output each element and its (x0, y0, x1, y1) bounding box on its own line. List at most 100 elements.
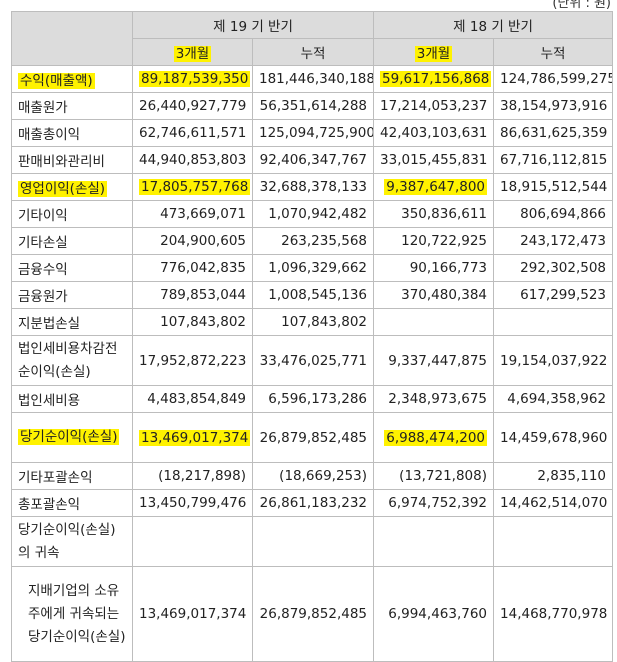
row-label: 금융원가 (11, 281, 133, 309)
row-label-revenue: 수익(매출액) (11, 65, 133, 93)
table-row: 지배기업의 소유주에게 귀속되는 당기순이익(손실) 13,469,017,37… (11, 566, 614, 662)
row-label-attribution: 당기순이익(손실)의 귀속 (11, 516, 133, 567)
header-period-18: 제 18 기 반기 (373, 11, 614, 39)
cell-value: 806,694,866 (493, 200, 614, 228)
cell-value: 181,446,340,188 (251, 65, 375, 93)
row-label: 총포괄손익 (11, 489, 133, 517)
cell-value: 292,302,508 (493, 254, 614, 282)
row-label-parent-owners: 지배기업의 소유주에게 귀속되는 당기순이익(손실) (11, 566, 133, 662)
row-label: 기타손실 (11, 227, 133, 255)
cell-value: 124,786,599,275 (493, 65, 614, 93)
cell-value: 67,716,112,815 (493, 146, 614, 174)
cell-value: 9,387,647,800 (373, 173, 495, 201)
cell-value: 350,836,611 (373, 200, 495, 228)
table-row: 기타포괄손익 (18,217,898) (18,669,253) (13,721… (11, 462, 614, 490)
cell-value (373, 308, 495, 336)
cell-value: 86,631,625,359 (493, 119, 614, 147)
header-19-3m-label: 3개월 (173, 46, 212, 62)
cell-value: 26,861,183,232 (251, 489, 375, 517)
cell-value: 9,337,447,875 (373, 335, 495, 386)
cell-value: 42,403,103,631 (373, 119, 495, 147)
table-row: 법인세비용차감전순이익(손실) 17,952,872,223 33,476,02… (11, 335, 614, 386)
cell-value: 26,879,852,485 (251, 412, 375, 463)
cell-value: 2,835,110 (493, 462, 614, 490)
header-18-cum: 누적 (493, 38, 614, 66)
cell-value: 107,843,802 (251, 308, 375, 336)
table-row: 지분법손실 107,843,802 107,843,802 (11, 308, 614, 336)
cell-value: 473,669,071 (132, 200, 253, 228)
cell-value: 13,469,017,374 (132, 566, 253, 662)
table-row: 판매비와관리비 44,940,853,803 92,406,347,767 33… (11, 146, 614, 174)
cell-value: 6,974,752,392 (373, 489, 495, 517)
table-row: 법인세비용 4,483,854,849 6,596,173,286 2,348,… (11, 385, 614, 413)
row-label-net-income: 당기순이익(손실) (11, 412, 133, 463)
cell-value: 26,440,927,779 (132, 92, 253, 120)
row-label: 기타이익 (11, 200, 133, 228)
cell-value: 59,617,156,868 (373, 65, 495, 93)
cell-value: 90,166,773 (373, 254, 495, 282)
cell-value: 33,476,025,771 (251, 335, 375, 386)
cell-value: 38,154,973,916 (493, 92, 614, 120)
cell-value: 6,596,173,286 (251, 385, 375, 413)
cell-value: 617,299,523 (493, 281, 614, 309)
cell-value: 13,450,799,476 (132, 489, 253, 517)
cell-value: 32,688,378,133 (251, 173, 375, 201)
header-19-3m: 3개월 (132, 38, 253, 66)
table-row: 매출원가 26,440,927,779 56,351,614,288 17,21… (11, 92, 614, 120)
header-19-cum: 누적 (251, 38, 375, 66)
cell-value: 263,235,568 (251, 227, 375, 255)
row-label-operating-income: 영업이익(손실) (11, 173, 133, 201)
cell-value: 107,843,802 (132, 308, 253, 336)
cell-value: 1,096,329,662 (251, 254, 375, 282)
table-row: 수익(매출액) 89,187,539,350 181,446,340,188 5… (11, 65, 614, 93)
cell-value: 17,805,757,768 (132, 173, 253, 201)
cell-value: 14,462,514,070 (493, 489, 614, 517)
header-18-3m-label: 3개월 (414, 46, 453, 62)
header-18-3m: 3개월 (373, 38, 495, 66)
row-label: 매출총이익 (11, 119, 133, 147)
table-row: 기타손실 204,900,605 263,235,568 120,722,925… (11, 227, 614, 255)
row-label: 매출원가 (11, 92, 133, 120)
table-row: 영업이익(손실) 17,805,757,768 32,688,378,133 9… (11, 173, 614, 201)
cell-value: 789,853,044 (132, 281, 253, 309)
cell-value: 17,214,053,237 (373, 92, 495, 120)
table-row: 매출총이익 62,746,611,571 125,094,725,900 42,… (11, 119, 614, 147)
cell-value: 370,480,384 (373, 281, 495, 309)
row-label: 판매비와관리비 (11, 146, 133, 174)
header-period-19: 제 19 기 반기 (131, 11, 375, 39)
cell-value: 33,015,455,831 (373, 146, 495, 174)
cell-value: 1,008,545,136 (251, 281, 375, 309)
cell-value: 92,406,347,767 (251, 146, 375, 174)
header-row-subcols: 3개월 누적 3개월 누적 (12, 38, 614, 66)
cell-value (251, 516, 375, 567)
cell-value: 6,994,463,760 (373, 566, 495, 662)
table-row: 당기순이익(손실) 13,469,017,374 26,879,852,485 … (11, 412, 614, 463)
table-row: 총포괄손익 13,450,799,476 26,861,183,232 6,97… (11, 489, 614, 517)
header-corner-cell (11, 11, 133, 66)
cell-value (493, 516, 614, 567)
cell-value: 13,469,017,374 (132, 412, 253, 463)
cell-value: 120,722,925 (373, 227, 495, 255)
cell-value: (13,721,808) (373, 462, 495, 490)
income-statement-table: 제 19 기 반기 제 18 기 반기 3개월 누적 3개월 누적 수익(매출액… (11, 11, 614, 662)
row-label: 지분법손실 (11, 308, 133, 336)
cell-value: 6,988,474,200 (373, 412, 495, 463)
table-row: 당기순이익(손실)의 귀속 (11, 516, 614, 567)
cell-value: 776,042,835 (132, 254, 253, 282)
cell-value: 4,694,358,962 (493, 385, 614, 413)
table-row: 기타이익 473,669,071 1,070,942,482 350,836,6… (11, 200, 614, 228)
cell-value: 4,483,854,849 (132, 385, 253, 413)
cell-value: 14,468,770,978 (493, 566, 614, 662)
cell-value: 89,187,539,350 (132, 65, 253, 93)
header-row-period: 제 19 기 반기 제 18 기 반기 (11, 11, 614, 66)
cell-value: 204,900,605 (132, 227, 253, 255)
cell-value (493, 308, 614, 336)
cell-value: 18,915,512,544 (493, 173, 614, 201)
cell-value: 125,094,725,900 (251, 119, 375, 147)
cell-value (132, 516, 253, 567)
cell-value: 243,172,473 (493, 227, 614, 255)
cell-value: 44,940,853,803 (132, 146, 253, 174)
cell-value: 26,879,852,485 (251, 566, 375, 662)
row-label: 법인세비용 (11, 385, 133, 413)
cell-value: 1,070,942,482 (251, 200, 375, 228)
